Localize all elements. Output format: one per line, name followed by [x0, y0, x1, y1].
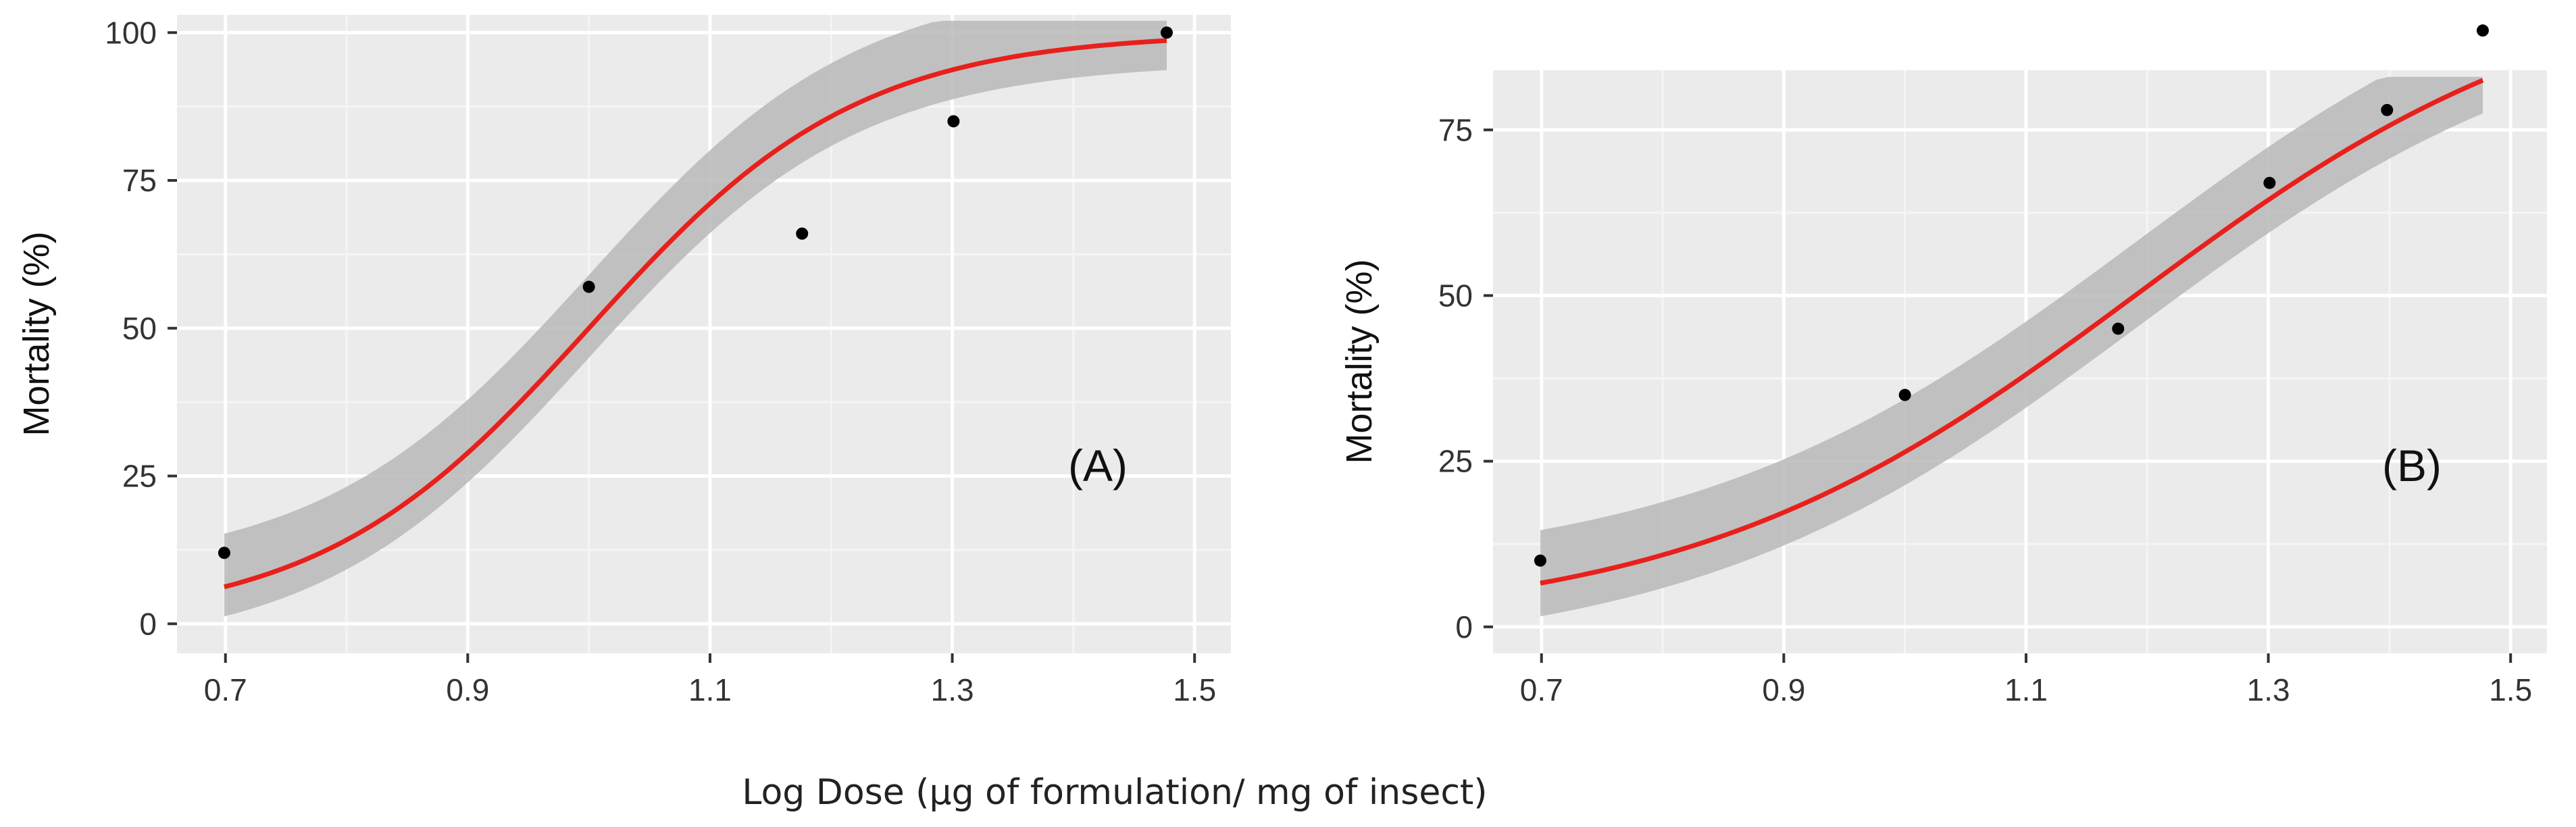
- y-tick-label: 0: [1455, 609, 1473, 645]
- y-tick-label: 100: [105, 15, 157, 50]
- x-tick-label: 1.3: [931, 672, 974, 707]
- data-point-1: [218, 547, 230, 559]
- x-tick-label: 0.7: [204, 672, 247, 707]
- y-axis-title: Mortality (%): [16, 231, 57, 436]
- panel-a-chart: 0.7 0.9 1.1 1.3 1.5 0 25 50 75 100 Mortality (%) (A…: [16, 15, 1231, 707]
- fitted-curve: [224, 38, 1167, 589]
- y-axis-title: Mortality (%): [1339, 259, 1380, 463]
- confidence-band: [224, 20, 1167, 617]
- y-tick-label: 25: [1438, 444, 1473, 479]
- data-point-2: [1898, 389, 1911, 401]
- data-point-2: [582, 280, 595, 293]
- y-tick-label: 50: [122, 311, 157, 346]
- y-tick-label: 25: [122, 459, 157, 494]
- x-tick-label: 1.1: [2004, 672, 2048, 707]
- data-point-5: [2381, 103, 2394, 116]
- x-axis-title: Log Dose (µg of formulation/ mg of insec…: [742, 772, 1487, 813]
- panel-label: (A): [1068, 441, 1128, 491]
- x-tick-label: 1.5: [2489, 672, 2532, 707]
- data-point-4: [2263, 176, 2276, 189]
- fitted-curve: [1540, 78, 2484, 586]
- data-point-3: [2112, 322, 2125, 335]
- x-tick-label: 0.9: [1762, 672, 1805, 707]
- x-tick-label: 1.5: [1173, 672, 1216, 707]
- panel-b-chart: 0.7 0.9 1.1 1.3 1.5 0 25 50 75 Mortality (%) (B): [1339, 24, 2547, 707]
- data-point-5: [1160, 26, 1173, 39]
- y-tick-label: 75: [122, 163, 157, 198]
- data-point-3: [796, 227, 809, 240]
- data-point-4: [947, 115, 960, 128]
- panel-label: (B): [2382, 441, 2442, 491]
- x-tick-label: 0.7: [1520, 672, 1563, 707]
- y-tick-label: 75: [1438, 112, 1473, 147]
- x-tick-label: 1.1: [688, 672, 732, 707]
- data-point-1: [1534, 554, 1546, 567]
- x-tick-label: 1.3: [2247, 672, 2290, 707]
- data-point-6: [2476, 24, 2489, 37]
- y-tick-label: 0: [139, 606, 157, 641]
- x-tick-label: 0.9: [446, 672, 489, 707]
- y-tick-label: 50: [1438, 278, 1473, 313]
